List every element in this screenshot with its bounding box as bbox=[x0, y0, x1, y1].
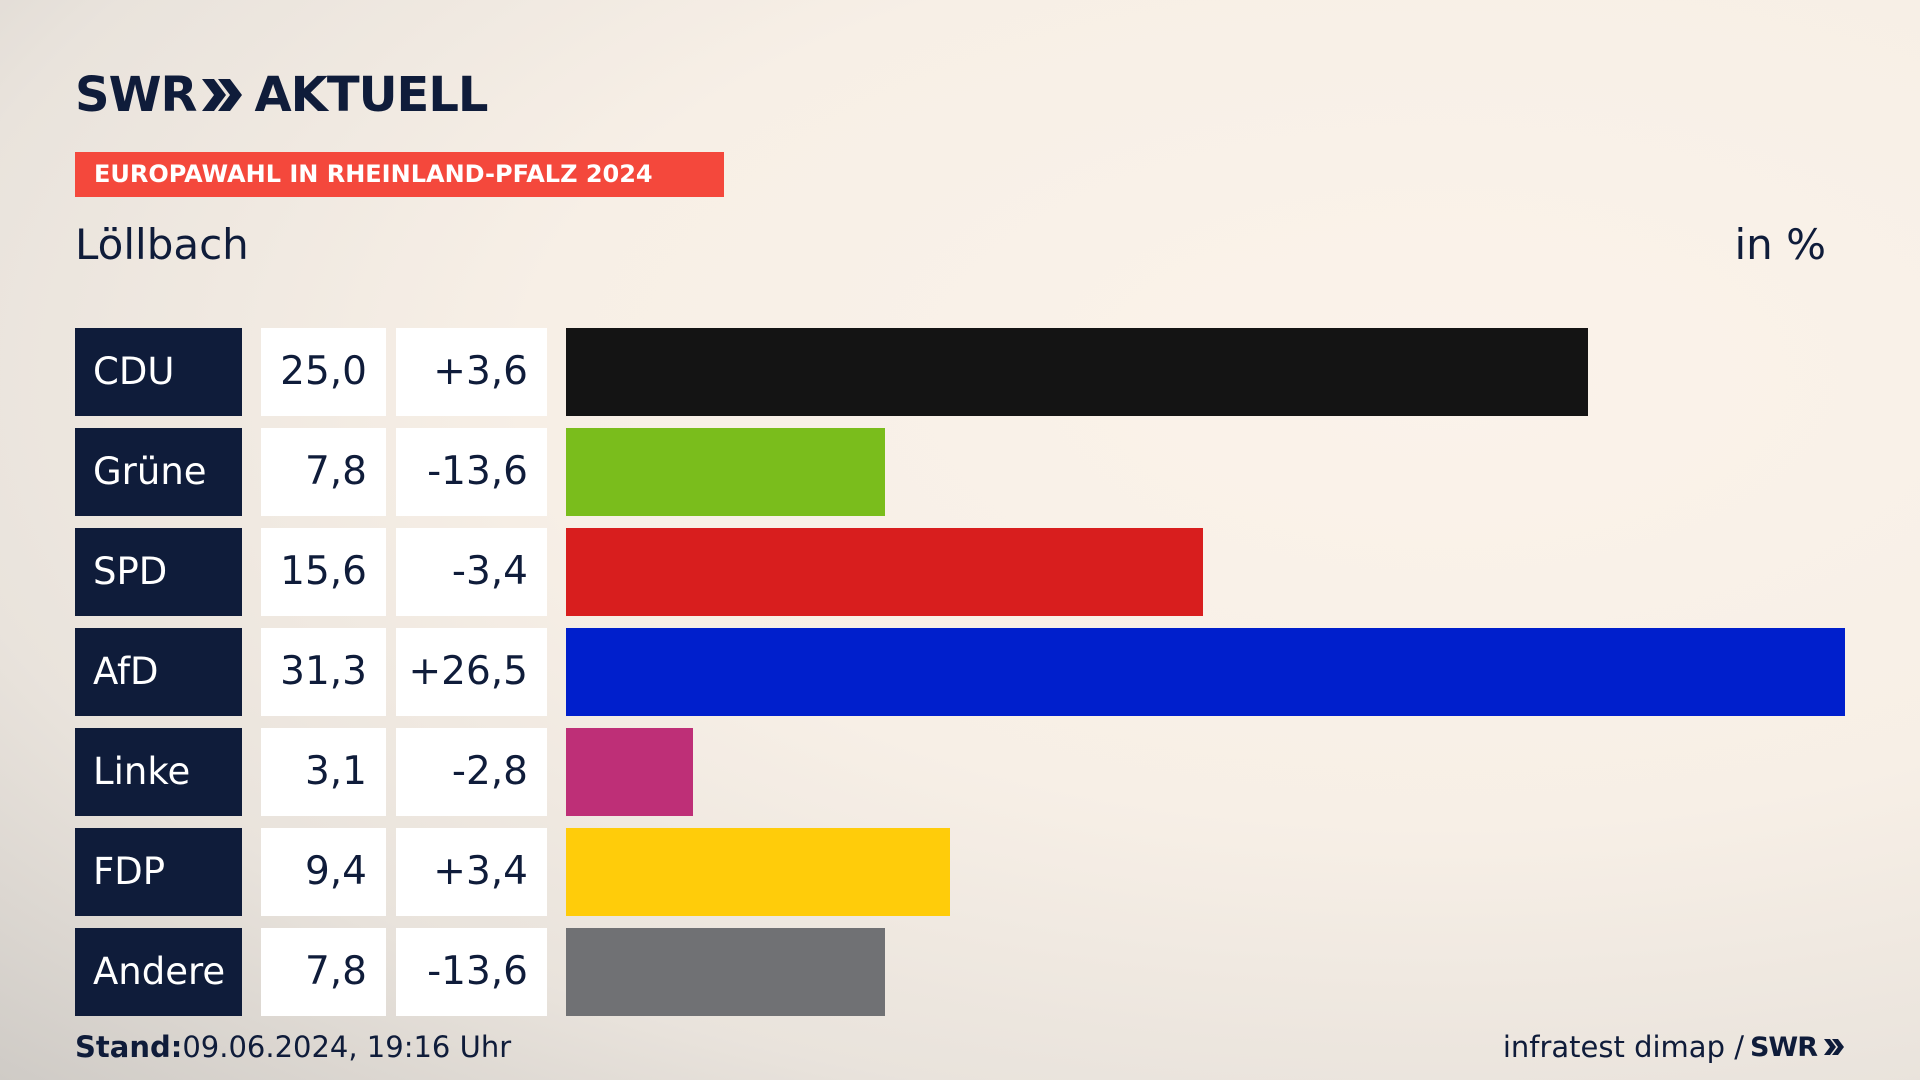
double-chevron-right-icon bbox=[202, 79, 243, 111]
timestamp: Stand:09.06.2024, 19:16 Uhr bbox=[75, 1030, 511, 1064]
double-chevron-right-icon bbox=[1824, 1039, 1844, 1055]
vote-share-value: 3,1 bbox=[261, 728, 386, 816]
location-title: Löllbach bbox=[75, 220, 249, 269]
party-label: Andere bbox=[75, 928, 242, 1016]
vote-share-value: 15,6 bbox=[261, 528, 386, 616]
vote-share-value: 31,3 bbox=[261, 628, 386, 716]
unit-label: in % bbox=[1734, 220, 1826, 269]
party-label: FDP bbox=[75, 828, 242, 916]
result-bar-cdu bbox=[566, 328, 1588, 416]
election-banner: EUROPAWAHL IN RHEINLAND-PFALZ 2024 bbox=[75, 152, 724, 197]
result-row-linke: Linke 3,1 -2,8 bbox=[75, 728, 1845, 816]
vote-change-value: +3,4 bbox=[396, 828, 547, 916]
vote-share-value: 25,0 bbox=[261, 328, 386, 416]
result-row-gruene: Grüne 7,8 -13,6 bbox=[75, 428, 1845, 516]
party-label: CDU bbox=[75, 328, 242, 416]
party-label: AfD bbox=[75, 628, 242, 716]
result-row-cdu: CDU 25,0 +3,6 bbox=[75, 328, 1845, 416]
source-text: infratest dimap / bbox=[1502, 1030, 1744, 1064]
result-row-fdp: FDP 9,4 +3,4 bbox=[75, 828, 1845, 916]
vote-share-value: 7,8 bbox=[261, 928, 386, 1016]
result-bar-gruene bbox=[566, 428, 885, 516]
stand-value: 09.06.2024, 19:16 Uhr bbox=[182, 1030, 512, 1064]
source-logo-text: SWR bbox=[1749, 1031, 1818, 1063]
vote-share-value: 9,4 bbox=[261, 828, 386, 916]
vote-share-value: 7,8 bbox=[261, 428, 386, 516]
logo-swr-text: SWR bbox=[75, 67, 197, 123]
result-bar-afd bbox=[566, 628, 1845, 716]
source-credit: infratest dimap / SWR bbox=[1503, 1030, 1845, 1064]
result-bar-fdp bbox=[566, 828, 950, 916]
result-row-andere: Andere 7,8 -13,6 bbox=[75, 928, 1845, 1016]
vote-change-value: +3,6 bbox=[396, 328, 547, 416]
party-label: SPD bbox=[75, 528, 242, 616]
vote-change-value: -3,4 bbox=[396, 528, 547, 616]
vote-change-value: +26,5 bbox=[396, 628, 547, 716]
party-label: Linke bbox=[75, 728, 242, 816]
result-row-spd: SPD 15,6 -3,4 bbox=[75, 528, 1845, 616]
vote-change-value: -13,6 bbox=[396, 428, 547, 516]
swr-aktuell-logo: SWR AKTUELL bbox=[75, 60, 489, 130]
stand-label: Stand: bbox=[75, 1030, 183, 1064]
result-row-afd: AfD 31,3 +26,5 bbox=[75, 628, 1845, 716]
vote-change-value: -2,8 bbox=[396, 728, 547, 816]
result-bar-spd bbox=[566, 528, 1203, 616]
result-bar-linke bbox=[566, 728, 693, 816]
logo-aktuell-text: AKTUELL bbox=[254, 67, 488, 123]
result-bar-andere bbox=[566, 928, 885, 1016]
party-label: Grüne bbox=[75, 428, 242, 516]
vote-change-value: -13,6 bbox=[396, 928, 547, 1016]
